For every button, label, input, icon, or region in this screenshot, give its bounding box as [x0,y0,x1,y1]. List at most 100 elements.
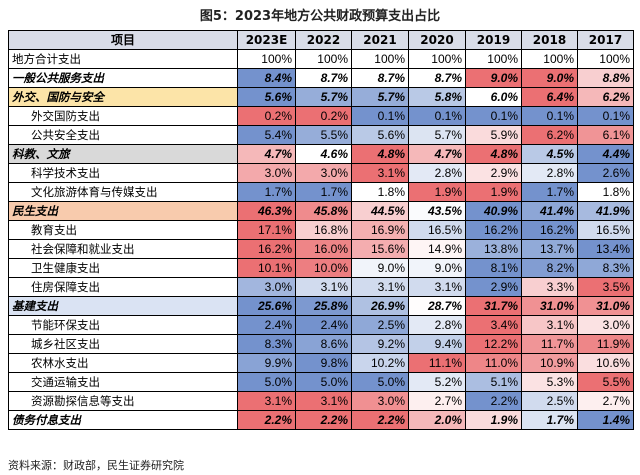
row-label: 科学技术支出 [8,163,238,183]
row-label: 城乡社区支出 [8,334,238,354]
value-cell: 5.6% [237,87,296,107]
value-cell: 6.4% [521,87,578,107]
value-cell: 3.1% [521,315,578,335]
value-cell: 2.6% [577,163,634,183]
value-cell: 3.5% [577,277,634,297]
value-cell: 0.1% [465,106,522,126]
value-cell: 13.4% [577,239,634,259]
value-cell: 31.0% [577,296,634,316]
value-cell: 8.8% [577,68,634,88]
row-label: 基建支出 [8,296,238,316]
value-cell: 5.0% [351,372,409,392]
value-cell: 3.0% [237,277,296,297]
value-cell: 2.5% [521,391,578,411]
value-cell: 15.6% [351,239,409,259]
value-cell: 1.9% [408,182,466,202]
column-header: 2017 [577,30,634,50]
value-cell: 4.7% [237,144,296,164]
value-cell: 1.7% [521,410,578,430]
value-cell: 3.0% [351,391,409,411]
value-cell: 1.4% [577,410,634,430]
row-label: 外交、国防与安全 [8,87,238,107]
table-row: 住房保障支出 3.0% 3.1% 3.1% 3.1% 2.9% 3.3% 3.5% [8,277,634,297]
value-cell: 5.1% [465,372,522,392]
table-row: 地方合计支出 100% 100% 100% 100% 100% 100% 100% [8,49,634,69]
value-cell: 9.0% [521,68,578,88]
value-cell: 41.4% [521,201,578,221]
column-header: 2019 [465,30,522,50]
table-row: 文化旅游体育与传媒支出 1.7% 1.7% 1.8% 1.9% 1.9% 1.7% 1.8% [8,182,634,202]
value-cell: 9.2% [351,334,409,354]
row-label: 地方合计支出 [8,49,238,69]
value-cell: 25.8% [295,296,352,316]
table-row: 社会保障和就业支出 16.2% 16.0% 15.6% 14.9% 13.8% 13.7% 1… [8,239,634,259]
value-cell: 5.2% [408,372,466,392]
value-cell: 5.7% [295,87,352,107]
value-cell: 45.8% [295,201,352,221]
row-label: 一般公共服务支出 [8,68,238,88]
value-cell: 1.7% [237,182,296,202]
row-label: 教育支出 [8,220,238,240]
value-cell: 10.1% [237,258,296,278]
value-cell: 16.5% [408,220,466,240]
row-label: 资源勘探信息等支出 [8,391,238,411]
value-cell: 46.3% [237,201,296,221]
table-row: 科教、文旅 4.7% 4.6% 4.8% 4.7% 4.8% 4.5% 4.4% [8,144,634,164]
value-cell: 0.1% [351,106,409,126]
value-cell: 2.4% [237,315,296,335]
value-cell: 2.7% [408,391,466,411]
value-cell: 5.8% [408,87,466,107]
row-label: 外交国防支出 [8,106,238,126]
value-cell: 2.7% [577,391,634,411]
value-cell: 4.8% [465,144,522,164]
column-header: 2020 [408,30,466,50]
value-cell: 10.0% [295,258,352,278]
value-cell: 3.4% [465,315,522,335]
value-cell: 3.1% [237,391,296,411]
value-cell: 5.5% [295,125,352,145]
value-cell: 2.4% [295,315,352,335]
table-row: 卫生健康支出 10.1% 10.0% 9.0% 9.0% 8.1% 8.2% 8.3% [8,258,634,278]
value-cell: 10.2% [351,353,409,373]
value-cell: 9.4% [408,334,466,354]
value-cell: 1.9% [465,410,522,430]
table-row: 债务付息支出 2.2% 2.2% 2.2% 2.0% 1.9% 1.7% 1.4% [8,410,634,430]
value-cell: 2.9% [465,163,522,183]
value-cell: 4.4% [577,144,634,164]
value-cell: 4.7% [408,144,466,164]
value-cell: 5.7% [408,125,466,145]
value-cell: 9.8% [295,353,352,373]
value-cell: 9.0% [465,68,522,88]
value-cell: 16.8% [295,220,352,240]
table-row: 基建支出 25.6% 25.8% 26.9% 28.7% 31.7% 31.0% 31.0% [8,296,634,316]
table-row: 交通运输支出 5.0% 5.0% 5.0% 5.2% 5.1% 5.3% 5.5% [8,372,634,392]
table-row: 公共安全支出 5.4% 5.5% 5.6% 5.7% 5.9% 6.2% 6.1% [8,125,634,145]
value-cell: 40.9% [465,201,522,221]
value-cell: 2.8% [521,163,578,183]
value-cell: 100% [351,49,409,69]
value-cell: 8.3% [577,258,634,278]
value-cell: 2.5% [351,315,409,335]
table-row: 外交国防支出 0.2% 0.2% 0.1% 0.1% 0.1% 0.1% 0.1% [8,106,634,126]
column-header: 2018 [521,30,578,50]
value-cell: 0.2% [237,106,296,126]
value-cell: 100% [237,49,296,69]
table-row: 外交、国防与安全 5.6% 5.7% 5.7% 5.8% 6.0% 6.4% 6.2% [8,87,634,107]
value-cell: 16.5% [577,220,634,240]
row-label: 文化旅游体育与传媒支出 [8,182,238,202]
value-cell: 3.1% [351,277,409,297]
value-cell: 8.2% [521,258,578,278]
table-row: 一般公共服务支出 8.4% 8.7% 8.7% 8.7% 9.0% 9.0% 8.8% [8,68,634,88]
value-cell: 3.1% [351,163,409,183]
value-cell: 5.6% [351,125,409,145]
value-cell: 12.2% [465,334,522,354]
row-label: 农林水支出 [8,353,238,373]
value-cell: 0.1% [408,106,466,126]
value-cell: 8.7% [351,68,409,88]
value-cell: 100% [577,49,634,69]
source-note: 资料来源：财政部，民生证券研究院 [8,459,184,472]
row-label: 债务付息支出 [8,410,238,430]
value-cell: 3.0% [577,315,634,335]
value-cell: 1.8% [577,182,634,202]
value-cell: 25.6% [237,296,296,316]
